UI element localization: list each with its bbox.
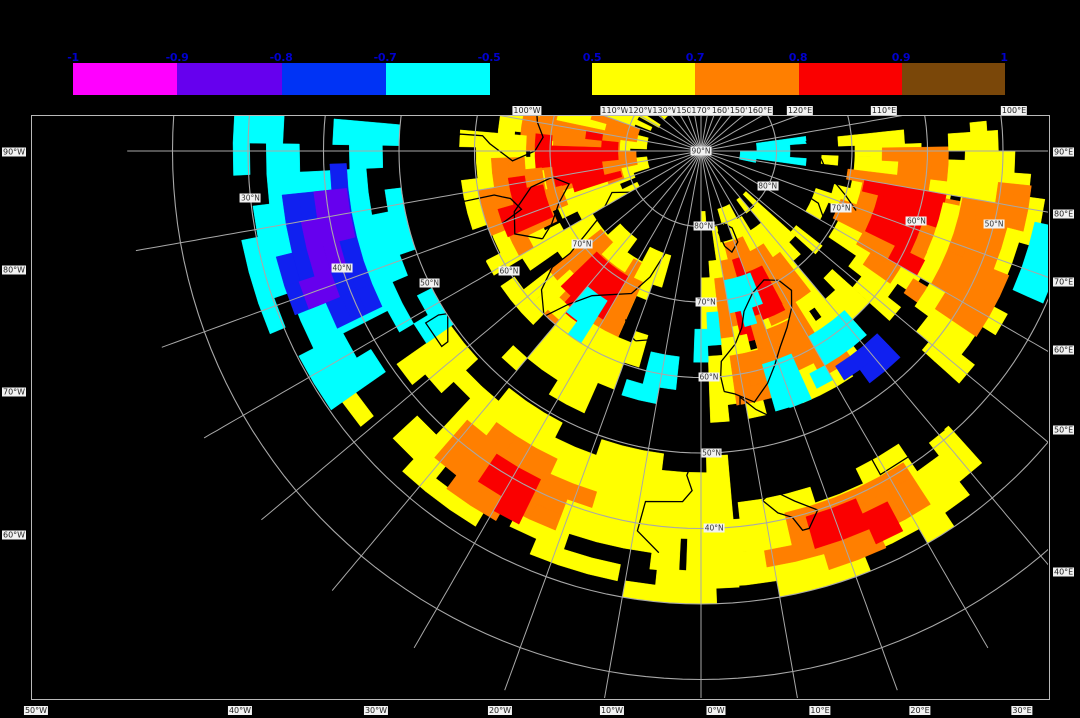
graticule-label-right-60: 60°N — [905, 216, 927, 226]
meridian--10 — [604, 150, 702, 698]
meridian--110 — [603, 116, 702, 152]
meridian-80 — [700, 150, 1048, 213]
cbar-pos-tick-0: 0.5 — [582, 51, 602, 64]
graticule-label-pole: 90°N — [690, 146, 712, 156]
cbar-neg-tick-2: -0.8 — [269, 51, 293, 64]
positive-colorbar-swatch-2 — [798, 63, 902, 95]
meridian--70 — [161, 150, 702, 348]
axis-tick-right-1: 80°E — [1053, 209, 1075, 219]
axis-tick-left-2: 70°W — [2, 387, 27, 397]
map-plot-area: 90°N 80°N 70°N 60°N 50°N 40°N 70°N 60°N 50°N 40°N… — [31, 115, 1050, 700]
axis-tick-right-3: 60°E — [1053, 345, 1075, 355]
axis-tick-top-9: 120°E — [786, 106, 814, 115]
axis-tick-top-11: 100°E — [1000, 106, 1028, 115]
coastline-segment-11 — [717, 222, 739, 254]
axis-tick-bottom-5: 0°W — [706, 706, 726, 715]
negative-colorbar-swatch-0 — [73, 63, 178, 95]
cbar-neg-tick-1: -0.9 — [165, 51, 189, 64]
meridian-70 — [700, 150, 1048, 278]
coastline-segment-6 — [865, 426, 946, 476]
meridian--40 — [331, 150, 702, 591]
meridian-60 — [700, 150, 1048, 352]
graticule-label-centre-70N: 70°N — [695, 297, 717, 307]
coastline-segment-5 — [761, 490, 819, 531]
cbar-neg-tick-3: -0.7 — [373, 51, 397, 64]
negative-colorbar-swatch-2 — [281, 63, 386, 95]
coastline-segment-13 — [805, 116, 857, 211]
positive-colorbar-swatch-1 — [695, 63, 799, 95]
axis-tick-top-6: 160°E — [710, 106, 738, 115]
graticule-label-centre-40N: 40°N — [703, 523, 725, 533]
negative-colorbar — [73, 63, 490, 95]
axis-tick-left-3: 60°W — [2, 530, 27, 540]
axis-tick-bottom-6: 10°E — [809, 706, 831, 715]
coastline-segment-10 — [424, 247, 487, 348]
graticule-label-right-80: 80°N — [757, 181, 779, 191]
axis-tick-top-7: 150°E — [728, 106, 756, 115]
axis-tick-top-3: 130°W — [651, 106, 681, 115]
graticule-label-left-30: 30°N — [240, 193, 261, 203]
axis-tick-top-10: 110°E — [870, 106, 898, 115]
axis-tick-bottom-7: 20°E — [909, 706, 931, 715]
coastline-segment-1 — [625, 319, 658, 342]
axis-tick-right-2: 70°E — [1053, 277, 1075, 287]
map-graphic — [32, 116, 1048, 698]
meridian-110 — [700, 116, 799, 152]
meridian-20 — [700, 150, 898, 691]
axis-tick-right-0: 90°E — [1053, 147, 1075, 157]
axis-tick-top-2: 120°W — [627, 106, 657, 115]
positive-colorbar-swatch-3 — [901, 63, 1005, 95]
coastline-segment-2 — [720, 279, 793, 403]
axis-tick-top-4: 150° — [675, 106, 697, 115]
coastline-segment-3 — [671, 387, 710, 453]
graticule-label-centre-50N: 50°N — [701, 448, 722, 458]
graticule-label-left-70: 70°N — [571, 239, 593, 249]
axis-tick-top-0: 100°W — [512, 106, 542, 115]
positive-colorbar-swatch-0 — [592, 63, 696, 95]
graticule-label-centre-80N: 80°N — [693, 221, 715, 231]
meridian-50 — [700, 150, 1048, 443]
graticule-label-right-50: 50°N — [983, 219, 1005, 229]
cbar-pos-tick-3: 0.9 — [891, 51, 911, 64]
graticule-label-left-60: 60°N — [498, 266, 520, 276]
axis-tick-bottom-8: 30°E — [1011, 706, 1033, 715]
cbar-pos-tick-1: 0.7 — [685, 51, 705, 64]
axis-tick-bottom-1: 40°W — [227, 706, 253, 715]
data-patch-cyan — [565, 286, 608, 344]
meridian-10 — [700, 150, 798, 698]
cbar-neg-tick-4: -0.5 — [477, 51, 501, 64]
axis-tick-bottom-3: 20°W — [487, 706, 513, 715]
graticule-label-left-40: 40°N — [331, 263, 353, 273]
meridian-100 — [700, 116, 903, 152]
coastline-segment-8 — [437, 116, 544, 224]
meridian-30 — [700, 150, 989, 649]
axis-tick-left-1: 80°W — [2, 265, 27, 275]
negative-colorbar-swatch-1 — [177, 63, 282, 95]
axis-tick-bottom-0: 50°W — [23, 706, 49, 715]
graticule-label-left-50: 50°N — [419, 278, 441, 288]
axis-tick-top-1: 110°W — [600, 106, 630, 115]
graticule-label-centre-60N: 60°N — [698, 372, 720, 382]
cbar-pos-tick-2: 0.8 — [788, 51, 808, 64]
meridian--20 — [504, 150, 702, 691]
meridian--100 — [499, 116, 702, 152]
meridian--60 — [203, 150, 702, 439]
axis-tick-left-0: 90°W — [2, 147, 27, 157]
meridian--50 — [261, 150, 702, 521]
negative-colorbar-swatch-3 — [385, 63, 490, 95]
axis-tick-top-5: 170°W — [690, 106, 720, 115]
cbar-neg-tick-0: -1 — [67, 51, 79, 64]
cbar-pos-tick-4: 1 — [1000, 51, 1008, 64]
meridian--80 — [135, 150, 702, 252]
axis-tick-bottom-2: 30°W — [363, 706, 389, 715]
meridian-40 — [700, 150, 1048, 566]
axis-tick-top-8: 160°E — [746, 106, 774, 115]
graticule-label-right-70: 70°N — [830, 203, 852, 213]
positive-colorbar — [592, 63, 1005, 95]
meridian--30 — [413, 150, 702, 649]
axis-tick-right-4: 50°E — [1053, 425, 1075, 435]
axis-tick-bottom-4: 10°W — [599, 706, 625, 715]
axis-tick-right-5: 40°E — [1053, 567, 1075, 577]
